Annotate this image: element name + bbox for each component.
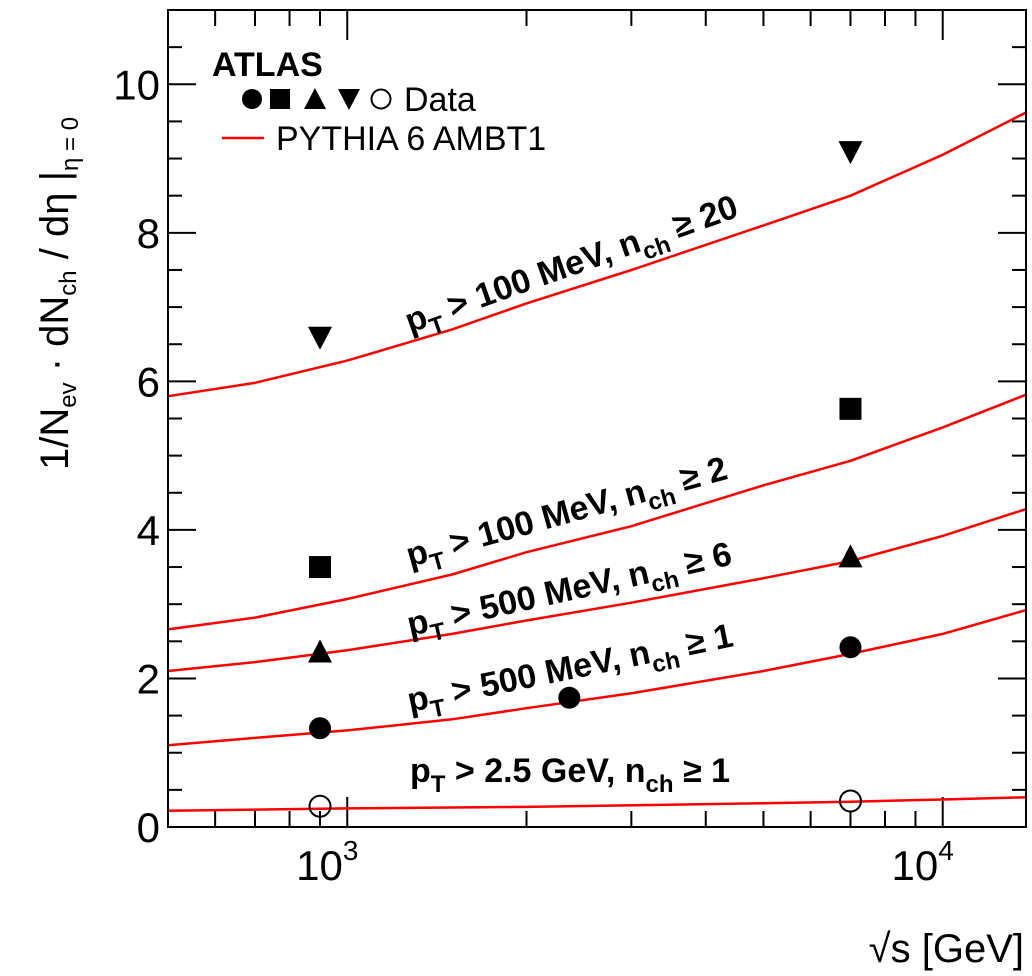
y-tick-labels: 0 2 4 6 8 10 xyxy=(113,61,160,851)
mc-curve xyxy=(167,507,1027,673)
legend-data-label: Data xyxy=(404,81,476,119)
x-tick-label: 103 xyxy=(296,835,358,889)
y-tick-label: 0 xyxy=(137,804,160,851)
y-tick-label: 4 xyxy=(137,507,160,554)
legend: ATLAS Data PYTHIA 6 AMBT1 xyxy=(212,46,546,158)
mc-curve xyxy=(167,111,1027,398)
data-point-square xyxy=(839,397,862,420)
legend-marker-open-circle xyxy=(370,88,392,110)
legend-marker-square xyxy=(270,89,290,109)
data-point-triangle-down xyxy=(838,141,863,165)
legend-data-markers xyxy=(242,88,392,110)
series-annotation: pT > 2.5 GeV, nch ≥ 1 xyxy=(410,752,730,798)
y-tick-label: 6 xyxy=(137,358,160,405)
data-point-triangle-up xyxy=(308,639,333,663)
mc-curve xyxy=(167,796,1027,812)
legend-marker-triangle-up xyxy=(304,88,326,109)
data-point-circle xyxy=(558,686,581,709)
x-axis-title: √s [GeV] xyxy=(869,927,1024,971)
data-point-triangle-up xyxy=(838,544,863,568)
y-tick-label: 8 xyxy=(137,210,160,257)
x-tick-labels: 103 104 xyxy=(296,835,954,889)
y-tick-label: 2 xyxy=(137,655,160,702)
x-tick-label: 104 xyxy=(892,835,954,889)
mc-curves xyxy=(167,111,1027,812)
data-point-open-circle xyxy=(308,794,332,818)
legend-marker-triangle-down xyxy=(338,89,360,110)
series-annotation: pT > 100 MeV, nch ≥ 20 xyxy=(400,188,745,348)
data-point-triangle-down xyxy=(308,326,333,350)
atlas-label: ATLAS xyxy=(212,46,323,84)
axis-ticks xyxy=(167,9,1026,828)
mc-curve xyxy=(167,393,1027,631)
data-points xyxy=(308,141,863,818)
plot-frame xyxy=(167,9,1027,828)
legend-marker-circle xyxy=(242,89,262,109)
y-tick-label: 10 xyxy=(113,61,160,108)
data-point-square xyxy=(309,556,332,579)
data-point-circle xyxy=(839,636,862,659)
legend-mc-label: PYTHIA 6 AMBT1 xyxy=(276,120,546,158)
data-point-open-circle xyxy=(838,789,862,813)
data-point-circle xyxy=(309,717,332,740)
y-axis-title: 1/Nev · dNch / dη |η = 0 xyxy=(33,117,84,470)
